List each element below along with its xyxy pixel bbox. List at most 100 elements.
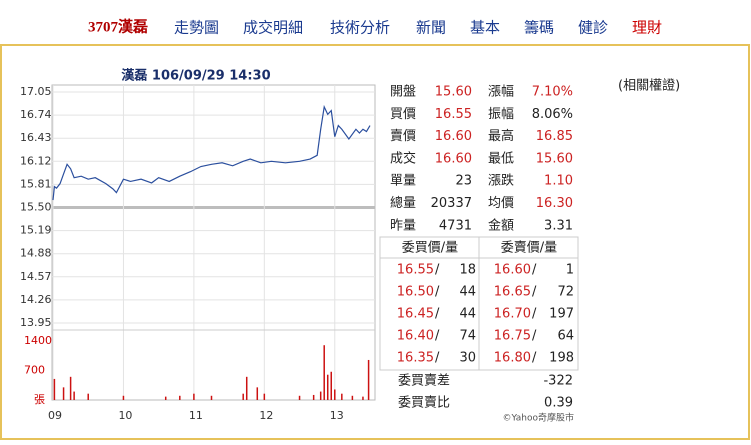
volume-bar [62,387,65,400]
volume-bar [193,393,195,400]
quote-value: 3.31 [544,218,573,233]
quote-label: 最高 [488,128,514,144]
nav-tab[interactable]: 籌碼 [524,19,554,37]
quote-label: 漲跌 [488,173,514,189]
y-tick-label: 14.57 [20,270,52,283]
ask-qty: 64 [557,329,574,344]
separator: / [532,307,537,322]
volume-bar [242,393,244,400]
quote-value: 1.10 [544,174,573,189]
volume-bar [53,378,56,400]
volume-bar [256,387,259,400]
separator: / [435,263,440,278]
volume-bar [298,395,301,400]
bid-price: 16.50 [397,285,434,300]
volume-tick-label: 張 [34,393,45,406]
nav-tab[interactable]: 成交明細 [243,19,303,37]
volume-bar [69,376,72,400]
separator: / [532,285,537,300]
quote-label: 賣價 [390,129,416,144]
quote-value: 8.06% [532,107,573,122]
ask-qty: 198 [549,351,574,366]
y-tick-label: 16.43 [20,131,52,144]
quote-label: 漲幅 [488,85,514,100]
panel-border [0,44,750,440]
ask-price: 16.65 [494,285,531,300]
x-tick-label: 10 [118,409,132,422]
ask-price: 16.70 [494,307,531,322]
separator: / [435,351,440,366]
quote-value: 16.55 [435,107,472,122]
x-tick-label: 12 [259,409,273,422]
quote-label: 最低 [488,151,514,166]
quote-label: 開盤 [390,85,416,100]
quote-value: 4731 [439,218,472,233]
nav-tab[interactable]: 走勢圖 [174,19,219,37]
bid-price: 16.40 [397,329,434,344]
summary-value: 0.39 [544,396,573,411]
nav-tab[interactable]: 3707漢磊 [88,17,148,35]
order-header: 委賣價/量 [501,241,557,256]
quote-value: 7.10% [532,85,573,100]
quote-label: 金額 [488,217,514,233]
y-tick-label: 13.95 [20,316,52,329]
x-tick-label: 09 [48,409,62,422]
x-tick-label: 13 [330,409,344,422]
volume-bar [319,391,322,400]
summary-value: -322 [543,374,573,389]
volume-bar [326,374,329,400]
y-tick-label: 15.19 [20,224,52,237]
quote-label: 振幅 [488,107,514,122]
volume-bar [330,371,333,400]
volume-bar [312,394,315,400]
volume-bar [245,376,248,400]
order-header: 委買價/量 [402,241,458,256]
x-tick-label: 11 [189,409,203,422]
nav-tab[interactable]: 基本 [470,19,500,37]
y-tick-label: 15.81 [20,177,52,190]
ask-qty: 72 [557,285,574,300]
nav-tab[interactable]: 技術分析 [330,19,390,37]
ask-price: 16.80 [494,351,531,366]
volume-bar [87,393,89,400]
separator: / [532,329,537,344]
volume-bar [73,391,75,400]
nav-tab[interactable]: 新聞 [416,19,446,37]
quote-label: 成交 [390,150,416,166]
bid-price: 16.55 [397,263,434,278]
volume-bar [362,396,364,400]
bid-qty: 44 [459,307,476,322]
related-link[interactable]: (相關權證) [618,78,680,94]
quote-value: 16.60 [435,129,472,144]
plot-frame [51,84,376,401]
quote-value: 20337 [431,196,472,211]
volume-tick-label: 1400 [24,334,52,347]
ask-qty: 197 [549,307,574,322]
nav-tab[interactable]: 健診 [578,19,608,37]
quote-label: 單量 [390,174,416,189]
quote-value: 16.85 [536,129,573,144]
separator: / [435,307,440,322]
quote-value: 15.60 [536,151,573,166]
volume-bar [164,396,167,400]
bid-qty: 30 [459,351,476,366]
quote-label: 均價 [488,196,514,211]
volume-bar [263,393,266,400]
quote-label: 買價 [390,107,416,122]
volume-bar [323,345,325,400]
quote-value: 16.60 [435,151,472,166]
separator: / [435,285,440,300]
quote-value: 16.30 [536,196,573,211]
summary-label: 委買賣差 [398,374,450,389]
ask-price: 16.60 [494,263,531,278]
nav-tab[interactable]: 理財 [632,19,662,37]
y-tick-label: 16.12 [20,154,52,167]
y-tick-label: 14.88 [20,247,52,260]
summary-label: 委買賣比 [398,396,450,411]
price-line [52,104,371,201]
quote-label: 總量 [390,195,416,211]
separator: / [435,329,440,344]
y-tick-label: 17.05 [20,85,52,98]
